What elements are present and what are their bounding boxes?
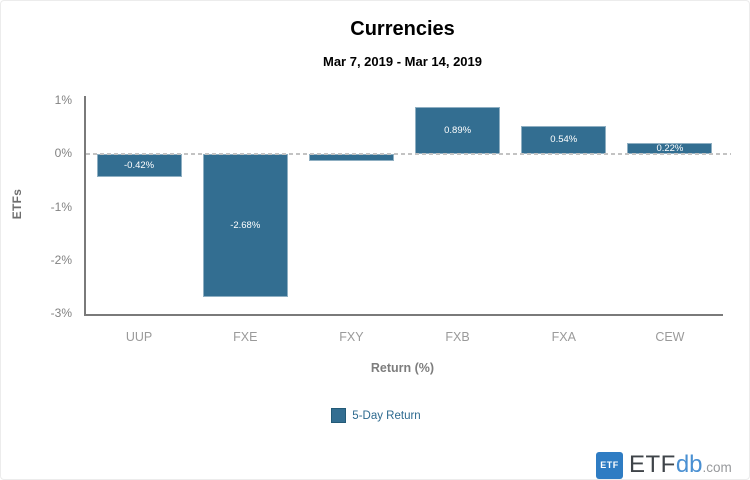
x-tick-cew: CEW	[655, 330, 685, 344]
bar-value-label: -0.42%	[124, 159, 155, 171]
y-tick-label: -3%	[50, 306, 72, 320]
logo-db-text: db	[675, 451, 703, 478]
logo-com-text: .com	[702, 460, 732, 475]
bar-uup[interactable]: -0.42%	[96, 154, 182, 177]
logo-etf-text: ETF	[629, 451, 676, 478]
etf-badge-icon: ETF	[596, 451, 623, 479]
x-tick-fxy: FXY	[339, 330, 364, 344]
etfdb-logo[interactable]: ETF ETF db .com	[596, 451, 732, 479]
chart-title: Currencies	[350, 18, 455, 40]
plot-area: 1% 0% -1% -2% -3% -0.42% UUP -2.68% FXE FXY 0.89% F…	[51, 93, 731, 344]
bar-value-label: 0.22%	[656, 142, 684, 154]
zero-gridline	[86, 153, 731, 156]
bar-fxa[interactable]: 0.54%	[521, 125, 607, 155]
bar-fxe[interactable]: -2.68%	[202, 154, 288, 297]
etfdb-wordmark: ETF db .com	[629, 451, 732, 479]
bar-value-label: 0.54%	[550, 134, 578, 146]
y-tick-label: -2%	[50, 252, 72, 267]
bar-value-label: -2.68%	[230, 219, 261, 231]
legend-item-5-day-return[interactable]: 5-Day Return	[1, 408, 749, 423]
y-tick-label: -1%	[50, 199, 72, 214]
x-tick-fxe: FXE	[233, 330, 258, 344]
bar-fxy[interactable]	[308, 154, 394, 162]
chart-subtitle: Mar 7, 2019 - Mar 14, 2019	[323, 54, 482, 69]
legend-swatch-icon	[331, 408, 347, 423]
x-tick-fxb: FXB	[445, 330, 470, 344]
y-tick-label: 0%	[54, 146, 72, 161]
y-tick-label: 1%	[54, 93, 72, 108]
x-tick-fxa: FXA	[551, 330, 576, 344]
legend-label: 5-Day Return	[352, 409, 421, 422]
bar-fxb[interactable]: 0.89%	[415, 107, 501, 155]
bar-value-label: 0.89%	[444, 125, 472, 137]
x-axis-title: Return (%)	[370, 361, 435, 375]
y-axis-title: ETFs	[10, 188, 24, 220]
x-tick-uup: UUP	[125, 330, 153, 344]
